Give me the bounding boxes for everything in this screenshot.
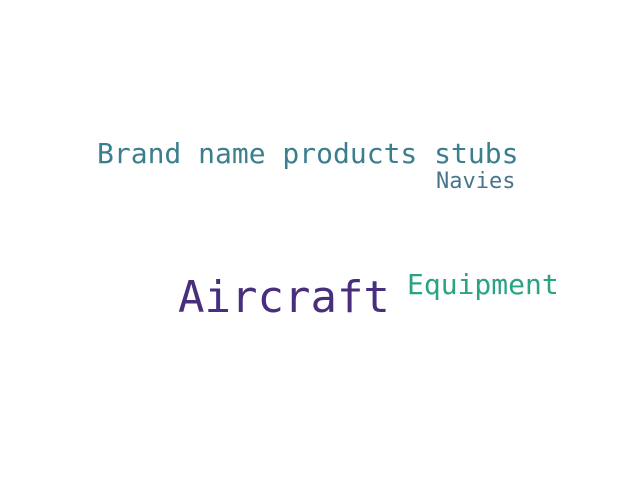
word-navies: Navies — [436, 169, 516, 194]
word-aircraft: Aircraft — [178, 272, 390, 323]
word-brand-name-products-stubs: Brand name products stubs — [97, 137, 519, 170]
word-equipment: Equipment — [407, 268, 559, 301]
